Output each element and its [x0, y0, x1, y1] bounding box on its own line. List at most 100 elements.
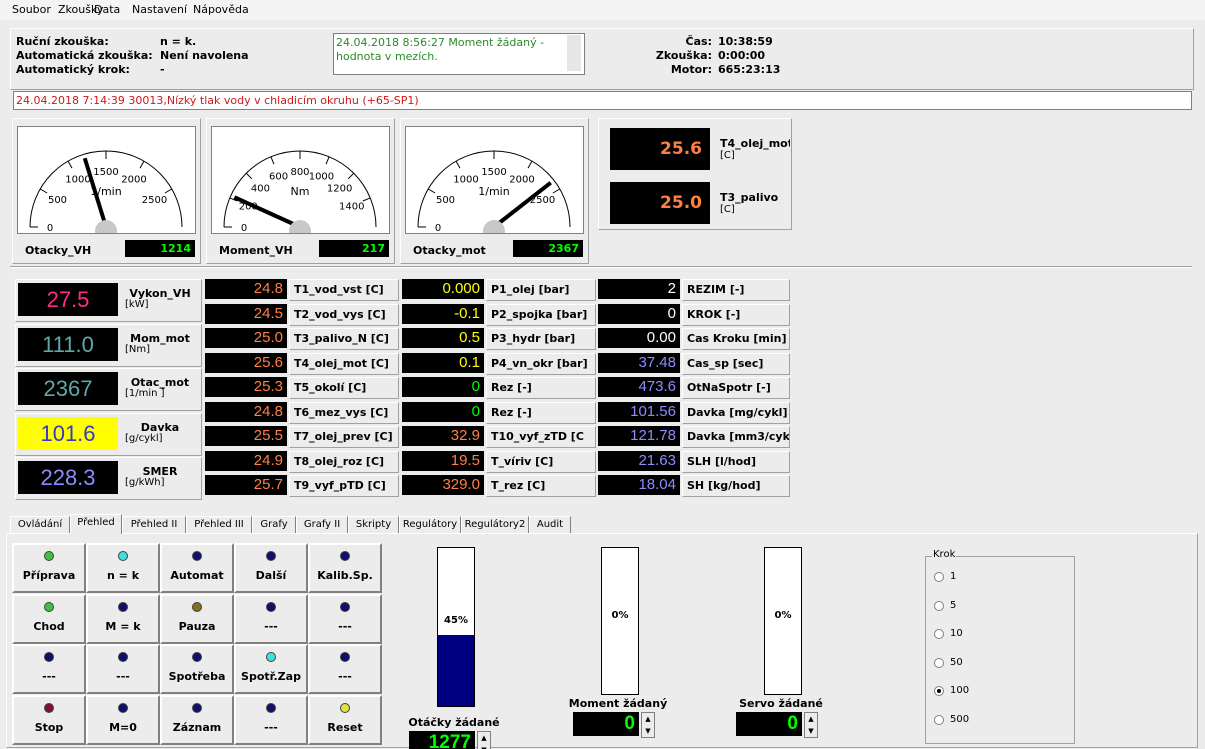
gauge-tick [552, 188, 561, 194]
setpoint-bar-fill [438, 634, 474, 706]
status-value: n = k. [160, 35, 197, 48]
radio[interactable] [934, 600, 944, 611]
gauge-tick [347, 172, 355, 180]
radio-label: 5 [950, 599, 957, 611]
channel-label: P4_vn_okr [bar] [491, 356, 588, 370]
button[interactable]: M = k [86, 593, 160, 644]
gauge-unit: Nm [291, 185, 310, 198]
channel-value: 473.6 [598, 377, 680, 397]
radio[interactable] [934, 572, 944, 582]
button[interactable]: --- [308, 644, 382, 694]
tab[interactable]: Ovládání [10, 516, 70, 533]
channel-label-box [486, 328, 596, 350]
gauge-label: Moment_VH [219, 244, 293, 257]
tab[interactable]: Grafy II [296, 516, 348, 533]
button[interactable]: --- [234, 694, 308, 745]
button[interactable]: Spotř.Zap [234, 644, 308, 694]
separator [10, 266, 1192, 268]
button-label: --- [338, 619, 352, 633]
channel-value: 24.5 [205, 303, 287, 324]
button-label: --- [116, 670, 130, 683]
led [44, 652, 54, 662]
led [340, 652, 350, 662]
button[interactable]: Kalib.Sp. [308, 543, 382, 593]
menu-item[interactable]: Zkoušky [58, 3, 104, 16]
button[interactable]: Automat [160, 543, 234, 593]
channel-label-box [486, 401, 596, 424]
radio[interactable] [934, 657, 944, 668]
tab[interactable]: Regulátory2 [461, 516, 529, 533]
button[interactable]: Chod [12, 593, 86, 644]
menu-item[interactable]: Soubor [12, 3, 51, 16]
button[interactable]: Pauza [160, 593, 234, 644]
button[interactable]: Stop [12, 694, 86, 745]
button[interactable]: --- [308, 593, 382, 644]
radio[interactable] [934, 714, 944, 725]
channel-label: Davka [mg/cykl] [687, 405, 788, 419]
display-value: 101.6 [18, 416, 118, 450]
channel-value: 0.00 [598, 328, 680, 348]
gauge-tick-label: 0 [241, 223, 247, 234]
clock-value: 665:23:13 [718, 63, 781, 76]
button-label: Záznam [172, 720, 222, 734]
spinner[interactable]: ▲▼ [477, 731, 491, 749]
button[interactable]: --- [234, 593, 308, 644]
button[interactable]: M=0 [86, 694, 160, 745]
tab[interactable]: Přehled III [186, 516, 252, 533]
channel-label: T9_vyf_pTD [C] [294, 479, 386, 492]
tab[interactable]: Audit [529, 516, 571, 533]
led [266, 601, 276, 612]
gauge-tick-label: 2500 [142, 195, 167, 206]
gauge-tick-label: 1500 [93, 167, 118, 178]
gauge-tick [229, 197, 238, 202]
button[interactable]: Spotřeba [160, 644, 234, 694]
button[interactable]: Záznam [160, 694, 234, 745]
button[interactable]: Příprava [12, 543, 86, 593]
channel-label-box [682, 401, 790, 424]
channel-value: 25.0 [205, 328, 287, 348]
menu-item[interactable]: Data [94, 3, 121, 16]
channel-value: 0.000 [402, 279, 484, 299]
radio[interactable] [934, 686, 944, 696]
setpoint-label: Servo žádané [739, 697, 823, 710]
setpoint-label: Moment žádaný [568, 697, 668, 710]
tab[interactable]: Skripty [348, 516, 399, 533]
channel-label-box [486, 450, 596, 473]
tab[interactable]: Regulátory [399, 516, 461, 533]
button[interactable]: n = k [86, 543, 160, 593]
alarm-text: 24.04.2018 7:14:39 30013,Nízký tlak vody… [16, 94, 419, 107]
channel-label: SLH [l/hod] [687, 454, 757, 468]
button[interactable]: Reset [308, 694, 382, 745]
gauge-tick [164, 188, 173, 194]
radio[interactable] [934, 629, 944, 639]
tab[interactable]: Grafy [252, 516, 296, 533]
gauge-tick [455, 160, 461, 169]
channel-label: T3_palivo_N [C] [294, 332, 389, 345]
status-value: Není navolena [160, 49, 249, 62]
tab[interactable]: Přehled II [122, 516, 186, 533]
button[interactable]: --- [86, 644, 160, 694]
channel-label-box [289, 352, 399, 375]
channel-value: 329.0 [402, 475, 484, 495]
spinner[interactable]: ▲▼ [641, 712, 655, 738]
gauge-tick-label: 2500 [530, 195, 555, 206]
tab[interactable]: Přehled [70, 514, 122, 534]
channel-label: Cas_sp [sec] [687, 356, 764, 370]
clock-value: 10:38:59 [718, 35, 773, 48]
channel-label-box [289, 303, 399, 326]
spinner[interactable]: ▲▼ [804, 712, 818, 738]
gauge-tick [527, 160, 533, 169]
channel-value: 24.8 [205, 279, 287, 299]
temp-unit: [C] [720, 204, 735, 215]
setpoint-value: 0 [573, 712, 639, 736]
setpoint-percent: 45% [444, 615, 468, 627]
setpoint-label: Otáčky žádané [408, 716, 500, 729]
button[interactable]: Další [234, 543, 308, 593]
button[interactable]: --- [12, 644, 86, 694]
channel-value: 21.63 [598, 450, 680, 471]
menu-item[interactable]: Nastavení [132, 3, 188, 16]
setpoint-percent: 0% [774, 609, 792, 621]
menu-item[interactable]: Nápověda [193, 3, 249, 16]
display-value: 228.3 [18, 461, 118, 494]
